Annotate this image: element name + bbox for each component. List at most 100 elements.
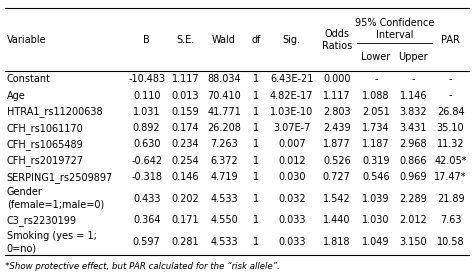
Text: 1.117: 1.117 <box>323 91 351 101</box>
Text: df: df <box>252 35 261 45</box>
Text: 4.719: 4.719 <box>210 172 238 182</box>
Text: 3.07E-7: 3.07E-7 <box>273 123 310 133</box>
Text: Gender
(female=1;male=0): Gender (female=1;male=0) <box>7 187 104 210</box>
Text: CFH_rs1065489: CFH_rs1065489 <box>7 139 83 150</box>
Text: 1.877: 1.877 <box>323 140 351 150</box>
Text: HTRA1_rs11200638: HTRA1_rs11200638 <box>7 106 102 117</box>
Text: Odds
Ratios: Odds Ratios <box>322 28 352 51</box>
Text: 3.832: 3.832 <box>400 107 427 117</box>
Text: 10.58: 10.58 <box>437 237 465 247</box>
Text: 17.47*: 17.47* <box>434 172 467 182</box>
Text: 0.319: 0.319 <box>362 156 390 166</box>
Text: 35.10: 35.10 <box>437 123 465 133</box>
Text: 0.546: 0.546 <box>362 172 390 182</box>
Text: 1.088: 1.088 <box>362 91 390 101</box>
Text: 26.84: 26.84 <box>437 107 465 117</box>
Text: 0.171: 0.171 <box>172 215 199 225</box>
Text: 1.187: 1.187 <box>362 140 390 150</box>
Text: 0.866: 0.866 <box>400 156 427 166</box>
Text: 0.969: 0.969 <box>400 172 427 182</box>
Text: 1.734: 1.734 <box>362 123 390 133</box>
Text: 1.146: 1.146 <box>400 91 427 101</box>
Text: 7.63: 7.63 <box>440 215 461 225</box>
Text: 0.000: 0.000 <box>323 74 351 84</box>
Text: 1.03E-10: 1.03E-10 <box>270 107 313 117</box>
Text: -: - <box>411 74 415 84</box>
Text: 3.431: 3.431 <box>400 123 427 133</box>
Text: 0.033: 0.033 <box>278 237 306 247</box>
Text: 0.597: 0.597 <box>133 237 161 247</box>
Text: 1: 1 <box>254 172 260 182</box>
Text: 1.818: 1.818 <box>323 237 351 247</box>
Text: 4.533: 4.533 <box>210 194 238 204</box>
Text: 0.032: 0.032 <box>278 194 306 204</box>
Text: 0.013: 0.013 <box>172 91 199 101</box>
Text: -: - <box>449 74 452 84</box>
Text: Wald: Wald <box>212 35 236 45</box>
Text: -0.642: -0.642 <box>131 156 162 166</box>
Text: 2.439: 2.439 <box>323 123 351 133</box>
Text: 7.263: 7.263 <box>210 140 238 150</box>
Text: 6.372: 6.372 <box>210 156 238 166</box>
Text: PAR: PAR <box>441 35 460 45</box>
Text: 1.049: 1.049 <box>362 237 390 247</box>
Text: 0.174: 0.174 <box>172 123 199 133</box>
Text: CFH_rs1061170: CFH_rs1061170 <box>7 123 83 134</box>
Text: 0.281: 0.281 <box>172 237 199 247</box>
Text: 2.289: 2.289 <box>400 194 427 204</box>
Text: 0.364: 0.364 <box>133 215 160 225</box>
Text: *Show protective effect, but PAR calculated for the “risk allele”.: *Show protective effect, but PAR calcula… <box>5 262 280 271</box>
Text: 0.012: 0.012 <box>278 156 306 166</box>
Text: 1: 1 <box>254 74 260 84</box>
Text: 1.117: 1.117 <box>172 74 199 84</box>
Text: 0.110: 0.110 <box>133 91 160 101</box>
Text: Smoking (yes = 1;
0=no): Smoking (yes = 1; 0=no) <box>7 231 97 253</box>
Text: 4.82E-17: 4.82E-17 <box>270 91 313 101</box>
Text: 70.410: 70.410 <box>207 91 241 101</box>
Text: 95% Confidence
Interval: 95% Confidence Interval <box>355 18 434 40</box>
Text: 11.32: 11.32 <box>437 140 465 150</box>
Text: CFH_rs2019727: CFH_rs2019727 <box>7 155 84 166</box>
Text: 0.526: 0.526 <box>323 156 351 166</box>
Text: 2.803: 2.803 <box>323 107 351 117</box>
Text: 6.43E-21: 6.43E-21 <box>270 74 313 84</box>
Text: 2.968: 2.968 <box>400 140 427 150</box>
Text: 41.771: 41.771 <box>207 107 241 117</box>
Text: Variable: Variable <box>7 35 47 45</box>
Text: Sig.: Sig. <box>283 35 301 45</box>
Text: 1.030: 1.030 <box>362 215 390 225</box>
Text: 4.550: 4.550 <box>210 215 238 225</box>
Text: 0.234: 0.234 <box>172 140 199 150</box>
Text: 3.150: 3.150 <box>400 237 427 247</box>
Text: Age: Age <box>7 91 26 101</box>
Text: 0.030: 0.030 <box>278 172 306 182</box>
Text: 0.146: 0.146 <box>172 172 199 182</box>
Text: -10.483: -10.483 <box>128 74 165 84</box>
Text: 1.039: 1.039 <box>362 194 390 204</box>
Text: 88.034: 88.034 <box>207 74 241 84</box>
Text: 0.892: 0.892 <box>133 123 161 133</box>
Text: 26.208: 26.208 <box>207 123 241 133</box>
Text: 0.159: 0.159 <box>172 107 199 117</box>
Text: S.E.: S.E. <box>176 35 194 45</box>
Text: 1: 1 <box>254 156 260 166</box>
Text: 1.440: 1.440 <box>323 215 351 225</box>
Text: 0.727: 0.727 <box>323 172 351 182</box>
Text: 1: 1 <box>254 91 260 101</box>
Text: SERPING1_rs2509897: SERPING1_rs2509897 <box>7 172 113 182</box>
Text: 0.254: 0.254 <box>172 156 199 166</box>
Text: Upper: Upper <box>399 52 428 62</box>
Text: 4.533: 4.533 <box>210 237 238 247</box>
Text: Lower: Lower <box>362 52 391 62</box>
Text: 1: 1 <box>254 140 260 150</box>
Text: 0.433: 0.433 <box>133 194 160 204</box>
Text: 1.031: 1.031 <box>133 107 160 117</box>
Text: 1: 1 <box>254 215 260 225</box>
Text: 2.012: 2.012 <box>400 215 427 225</box>
Text: 1.542: 1.542 <box>323 194 351 204</box>
Text: 0.033: 0.033 <box>278 215 306 225</box>
Text: -: - <box>449 91 452 101</box>
Text: 1: 1 <box>254 107 260 117</box>
Text: 0.007: 0.007 <box>278 140 306 150</box>
Text: 0.202: 0.202 <box>172 194 199 204</box>
